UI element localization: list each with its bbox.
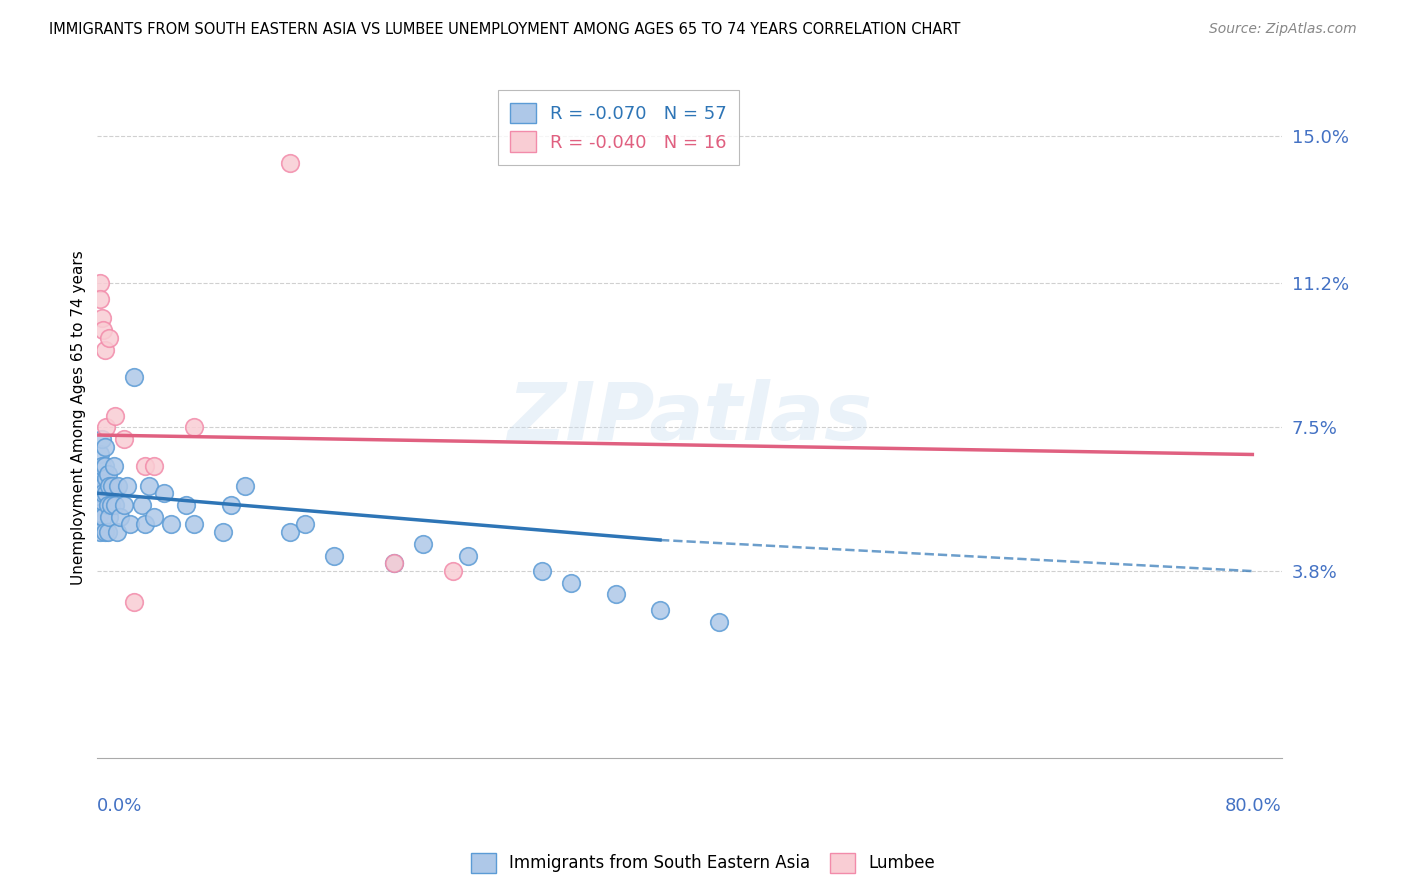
Point — [89, 277, 111, 291]
Point — [382, 557, 405, 571]
Point — [153, 486, 176, 500]
Point — [212, 525, 235, 540]
Point — [90, 494, 112, 508]
Point — [108, 509, 131, 524]
Y-axis label: Unemployment Among Ages 65 to 74 years: Unemployment Among Ages 65 to 74 years — [72, 250, 86, 585]
Text: IMMIGRANTS FROM SOUTH EASTERN ASIA VS LUMBEE UNEMPLOYMENT AMONG AGES 65 TO 74 YE: IMMIGRANTS FROM SOUTH EASTERN ASIA VS LU… — [49, 22, 960, 37]
Point — [91, 509, 114, 524]
Point — [124, 595, 146, 609]
Point — [278, 156, 301, 170]
Point — [160, 517, 183, 532]
Point — [118, 517, 141, 532]
Point — [104, 409, 127, 423]
Point — [94, 525, 117, 540]
Point — [89, 292, 111, 306]
Point — [91, 323, 114, 337]
Point — [294, 517, 316, 532]
Point — [219, 498, 242, 512]
Point — [278, 525, 301, 540]
Point — [183, 420, 205, 434]
Point — [98, 509, 121, 524]
Point — [90, 311, 112, 326]
Point — [90, 459, 112, 474]
Text: 0.0%: 0.0% — [97, 797, 143, 814]
Point — [131, 498, 153, 512]
Point — [183, 517, 205, 532]
Point — [104, 498, 127, 512]
Point — [97, 525, 120, 540]
Point — [124, 369, 146, 384]
Point — [530, 564, 553, 578]
Point — [107, 478, 129, 492]
Point — [94, 459, 117, 474]
Point — [382, 557, 405, 571]
Point — [605, 587, 627, 601]
Point — [91, 486, 114, 500]
Point — [89, 471, 111, 485]
Point — [96, 486, 118, 500]
Point — [134, 517, 156, 532]
Point — [648, 603, 671, 617]
Point — [103, 459, 125, 474]
Point — [98, 478, 121, 492]
Point — [457, 549, 479, 563]
Point — [412, 537, 434, 551]
Point — [105, 525, 128, 540]
Point — [87, 517, 110, 532]
Point — [90, 432, 112, 446]
Point — [97, 498, 120, 512]
Point — [87, 478, 110, 492]
Text: Source: ZipAtlas.com: Source: ZipAtlas.com — [1209, 22, 1357, 37]
Legend: R = -0.070   N = 57, R = -0.040   N = 16: R = -0.070 N = 57, R = -0.040 N = 16 — [498, 90, 740, 165]
Point — [94, 343, 117, 357]
Point — [94, 440, 117, 454]
Point — [323, 549, 346, 563]
Text: 80.0%: 80.0% — [1225, 797, 1282, 814]
Point — [142, 459, 165, 474]
Point — [96, 420, 118, 434]
Point — [560, 575, 582, 590]
Point — [87, 498, 110, 512]
Legend: Immigrants from South Eastern Asia, Lumbee: Immigrants from South Eastern Asia, Lumb… — [464, 847, 942, 880]
Point — [89, 486, 111, 500]
Point — [142, 509, 165, 524]
Point — [89, 506, 111, 520]
Point — [235, 478, 257, 492]
Point — [138, 478, 160, 492]
Point — [174, 498, 197, 512]
Point — [89, 448, 111, 462]
Point — [441, 564, 464, 578]
Point — [115, 478, 138, 492]
Point — [100, 498, 122, 512]
Point — [112, 432, 135, 446]
Point — [89, 525, 111, 540]
Point — [97, 467, 120, 481]
Point — [101, 478, 124, 492]
Point — [91, 478, 114, 492]
Point — [112, 498, 135, 512]
Point — [134, 459, 156, 474]
Point — [98, 331, 121, 345]
Text: ZIPatlas: ZIPatlas — [508, 378, 872, 457]
Point — [96, 471, 118, 485]
Point — [709, 615, 731, 629]
